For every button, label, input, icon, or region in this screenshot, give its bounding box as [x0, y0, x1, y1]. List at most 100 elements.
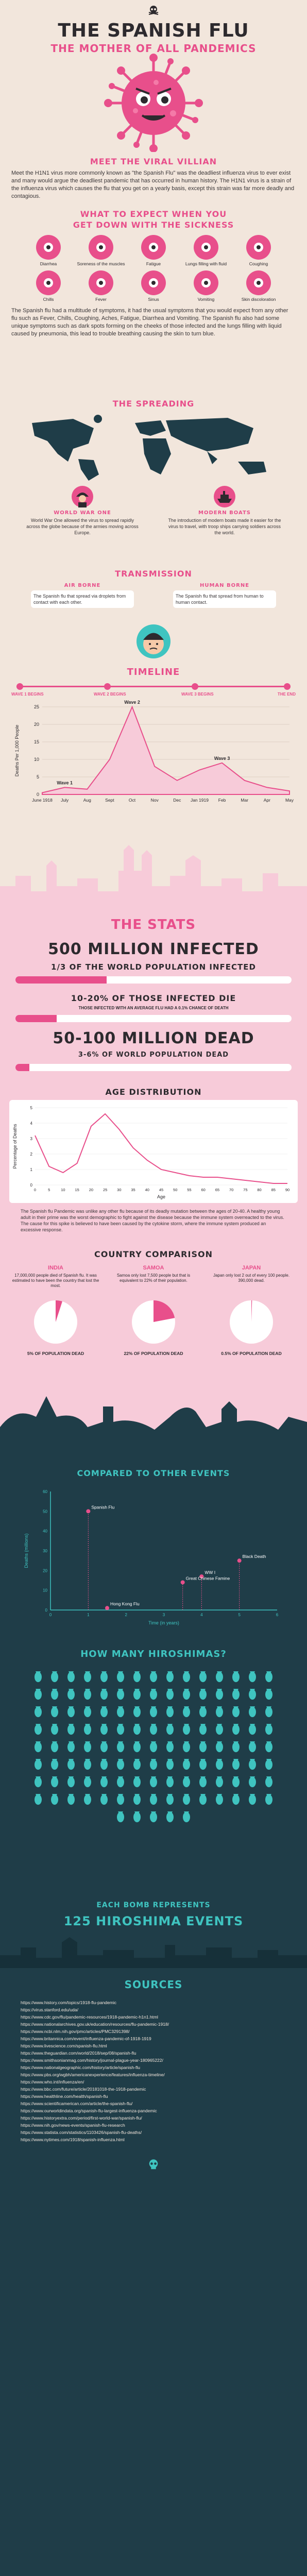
spread-text: The introduction of modern boats made it… — [168, 518, 281, 535]
bomb-icon — [115, 1809, 126, 1823]
bomb-icon — [263, 1792, 275, 1805]
x-tick-label: 75 — [243, 1188, 247, 1192]
bomb-icon — [148, 1669, 159, 1683]
symptom-item: Fever — [76, 270, 126, 302]
source-link[interactable]: https://www.who.int/influenza/en/ — [21, 2079, 84, 2084]
bomb-icon — [247, 1774, 258, 1788]
sick-face-icon — [135, 623, 172, 662]
symptom-label: Skin discoloration — [241, 297, 276, 302]
symptom-item: Vomiting — [181, 270, 231, 302]
source-link[interactable]: https://www.ourworldindata.org/spanish-f… — [21, 2108, 157, 2113]
x-tick-label: 6 — [276, 1613, 279, 1617]
vomit-icon — [194, 270, 218, 295]
human-text: The Spanish flu that spread from human t… — [173, 590, 276, 608]
source-link[interactable]: https://www.smithsonianmag.com/history/j… — [21, 2058, 163, 2063]
source-link[interactable]: https://www.bbc.com/future/article/20181… — [21, 2087, 146, 2092]
skyline-divider — [0, 1937, 307, 1971]
source-link[interactable]: https://www.livescience.com/spanish-flu.… — [21, 2043, 107, 2048]
symptom-item: Sinus — [129, 270, 178, 302]
source-link[interactable]: https://www.nih.gov/news-events/spanish-… — [21, 2123, 125, 2128]
source-link[interactable]: https://www.ncbi.nlm.nih.gov/pmc/article… — [21, 2029, 130, 2034]
x-tick-label: 0 — [49, 1613, 52, 1617]
bomb-icon — [164, 1774, 176, 1788]
symptom-label: Lungs filling with fluid — [185, 261, 227, 266]
toilet-icon — [36, 235, 61, 260]
x-tick-label: 2 — [125, 1613, 127, 1617]
nose-icon — [141, 270, 166, 295]
bomb-icon — [115, 1739, 126, 1753]
x-tick-label: 35 — [131, 1188, 135, 1192]
bomb-icon — [230, 1739, 242, 1753]
bomb-icon — [230, 1792, 242, 1805]
dead-sub: 3-6% OF WORLD POPULATION DEAD — [78, 1051, 229, 1059]
bomb-icon — [32, 1704, 44, 1718]
wave-1-label: WAVE 1 BEGINS — [11, 692, 44, 697]
y-tick-label: 3 — [30, 1137, 33, 1141]
source-link[interactable]: https://www.britannica.com/event/influen… — [21, 2036, 151, 2041]
bomb-icon — [263, 1722, 275, 1735]
stats-section: THE STATS 500 MILLION INFECTED 1/3 OF TH… — [0, 829, 307, 1386]
symptoms-grid: Diarrhea Soreness of the muscles Fatigue Lu… — [11, 235, 296, 302]
source-link[interactable]: https://www.scientificamerican.com/artic… — [21, 2101, 133, 2106]
source-link[interactable]: https://www.history.com/topics/1918-flu-… — [21, 2000, 116, 2005]
bomb-icon — [263, 1739, 275, 1753]
x-tick-label: Aug — [83, 798, 91, 803]
data-point — [237, 1558, 242, 1563]
source-link[interactable]: https://www.healthline.com/health/spanis… — [21, 2094, 108, 2099]
spread-item-ww1: WORLD WAR ONE World War One allowed the … — [26, 485, 139, 536]
x-tick-label: 5 — [238, 1613, 241, 1617]
bomb-icon — [148, 1687, 159, 1700]
infected-big: 500 MILLION INFECTED — [48, 940, 259, 958]
bomb-icon — [230, 1687, 242, 1700]
source-link[interactable]: https://www.nytimes.com/1918/spanish-inf… — [21, 2137, 125, 2142]
symptom-item: Coughing — [234, 235, 283, 266]
bomb-icon — [263, 1687, 275, 1700]
bomb-icon — [65, 1792, 77, 1805]
timeline-area — [42, 705, 290, 795]
x-tick-label: 45 — [159, 1188, 163, 1192]
symptom-item: Fatigue — [129, 235, 178, 266]
source-link[interactable]: https://www.theguardian.com/world/2018/s… — [21, 2050, 137, 2056]
age-text: The Spanish flu Pandemic was unlike any … — [21, 1209, 284, 1232]
sources-heading: SOURCES — [124, 1978, 183, 1991]
bomb-icon — [82, 1687, 93, 1700]
source-link[interactable]: https://virus.stanford.edu/uda/ — [21, 2007, 78, 2012]
y-axis-label: Deaths (millions) — [24, 1533, 29, 1568]
wave-annotation: Wave 3 — [214, 756, 230, 761]
bomb-icon — [82, 1757, 93, 1770]
bomb-icon — [65, 1757, 77, 1770]
age-heading: AGE DISTRIBUTION — [105, 1087, 202, 1097]
bomb-icon — [197, 1739, 209, 1753]
bomb-icon — [32, 1687, 44, 1700]
bomb-icon — [131, 1809, 143, 1823]
infected-bar — [15, 976, 292, 984]
source-link[interactable]: https://www.pbs.org/wgbh/americanexperie… — [21, 2072, 165, 2077]
bomb-icon — [115, 1792, 126, 1805]
transmission-section: TRANSMISSION AIR BORNE The Spanish flu t… — [0, 567, 307, 665]
infected-sub: 1/3 OF THE WORLD POPULATION INFECTED — [51, 962, 256, 972]
data-point — [105, 1606, 109, 1611]
hiroshima-heading: HOW MANY HIROSHIMAS? — [80, 1649, 227, 1659]
bomb-icon — [214, 1792, 225, 1805]
bomb-icon — [214, 1739, 225, 1753]
source-link[interactable]: https://www.statista.com/statistics/1103… — [21, 2130, 142, 2135]
bomb-icon — [181, 1739, 192, 1753]
y-tick-label: 2 — [30, 1152, 33, 1157]
bomb-icon — [32, 1669, 44, 1683]
symptom-item: Diarrhea — [24, 235, 73, 266]
bomb-icon — [98, 1704, 110, 1718]
source-link[interactable]: https://www.cdc.gov/flu/pandemic-resourc… — [21, 2014, 158, 2020]
age-line — [35, 1113, 287, 1184]
died-note: THOSE INFECTED WITH AN AVERAGE FLU HAD A… — [78, 1006, 229, 1010]
bomb-icon — [82, 1704, 93, 1718]
source-link[interactable]: https://www.historyextra.com/period/firs… — [21, 2115, 142, 2121]
source-link[interactable]: https://www.nationalgeographic.com/histo… — [21, 2065, 140, 2070]
compare-heading: COMPARED TO OTHER EVENTS — [77, 1468, 230, 1478]
bomb-icon — [181, 1774, 192, 1788]
bomb-icon — [181, 1687, 192, 1700]
x-tick-label: Jan 1919 — [191, 798, 209, 803]
bomb-icon — [263, 1757, 275, 1770]
spreading-heading: THE SPREADING — [112, 399, 195, 409]
source-link[interactable]: https://www.nationalarchives.gov.uk/educ… — [21, 2022, 169, 2027]
